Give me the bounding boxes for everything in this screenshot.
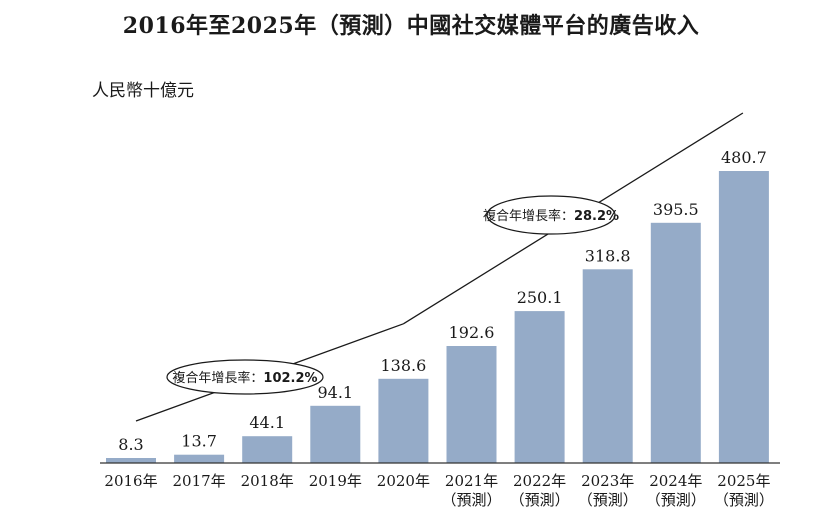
category-note-5: （預測） — [441, 491, 501, 509]
cagr-annotations: 複合年增長率：102.2% 複合年增長率：28.2% — [166, 195, 619, 395]
category-label-7: 2023年 — [581, 472, 634, 490]
bar-6 — [514, 311, 565, 463]
value-label-4: 138.6 — [380, 356, 426, 375]
category-label-4: 2020年 — [377, 472, 430, 490]
cagr-annotation-0: 複合年增長率：102.2% — [166, 359, 324, 395]
cagr-ellipse-0 — [166, 359, 324, 395]
category-label-6: 2022年 — [513, 472, 566, 490]
bar-9 — [718, 171, 769, 463]
bar-1 — [174, 454, 225, 463]
chart-title: 2016年至2025年（預測）中國社交媒體平台的廣告收入 — [122, 13, 700, 39]
value-label-0: 8.3 — [118, 435, 143, 454]
category-note-9: （預測） — [714, 491, 774, 509]
bar-7 — [582, 269, 633, 463]
bar-4 — [378, 378, 429, 463]
bar-2 — [242, 436, 293, 463]
value-label-3: 94.1 — [317, 383, 353, 402]
cagr-annotation-1: 複合年增長率：28.2% — [483, 195, 619, 235]
category-note-8: （預測） — [646, 491, 706, 509]
bar-8 — [650, 222, 701, 463]
category-note-7: （預測） — [578, 491, 638, 509]
value-label-7: 318.8 — [585, 246, 631, 265]
cagr-text-0: 複合年增長率：102.2% — [172, 370, 317, 386]
category-label-5: 2021年 — [445, 472, 498, 490]
y-axis-unit-label: 人民幣十億元 — [92, 81, 194, 101]
cagr-text-1: 複合年增長率：28.2% — [483, 208, 619, 224]
value-label-8: 395.5 — [653, 200, 699, 219]
bar-3 — [310, 405, 361, 463]
value-label-9: 480.7 — [721, 148, 767, 167]
cagr-ellipse-1 — [486, 195, 616, 235]
category-label-8: 2024年 — [649, 472, 702, 490]
value-label-5: 192.6 — [449, 323, 495, 342]
bar-0 — [106, 458, 156, 463]
category-label-0: 2016年 — [104, 472, 157, 490]
category-labels: 2016年 2017年 2018年 2019年 2020年 2021年（預測）2022年（… — [104, 472, 774, 509]
category-label-1: 2017年 — [173, 472, 226, 490]
value-label-2: 44.1 — [249, 413, 285, 432]
value-labels: 8.3 13.7 44.1 94.1 138.6 192.6 250.1 318.8 395.5… — [118, 148, 767, 454]
value-label-6: 250.1 — [517, 288, 563, 307]
category-label-2: 2018年 — [241, 472, 294, 490]
category-label-3: 2019年 — [309, 472, 362, 490]
category-label-9: 2025年 — [717, 472, 770, 490]
category-note-6: （預測） — [510, 491, 570, 509]
value-label-1: 13.7 — [181, 432, 217, 451]
bar-5 — [446, 346, 497, 463]
bars — [106, 171, 769, 463]
